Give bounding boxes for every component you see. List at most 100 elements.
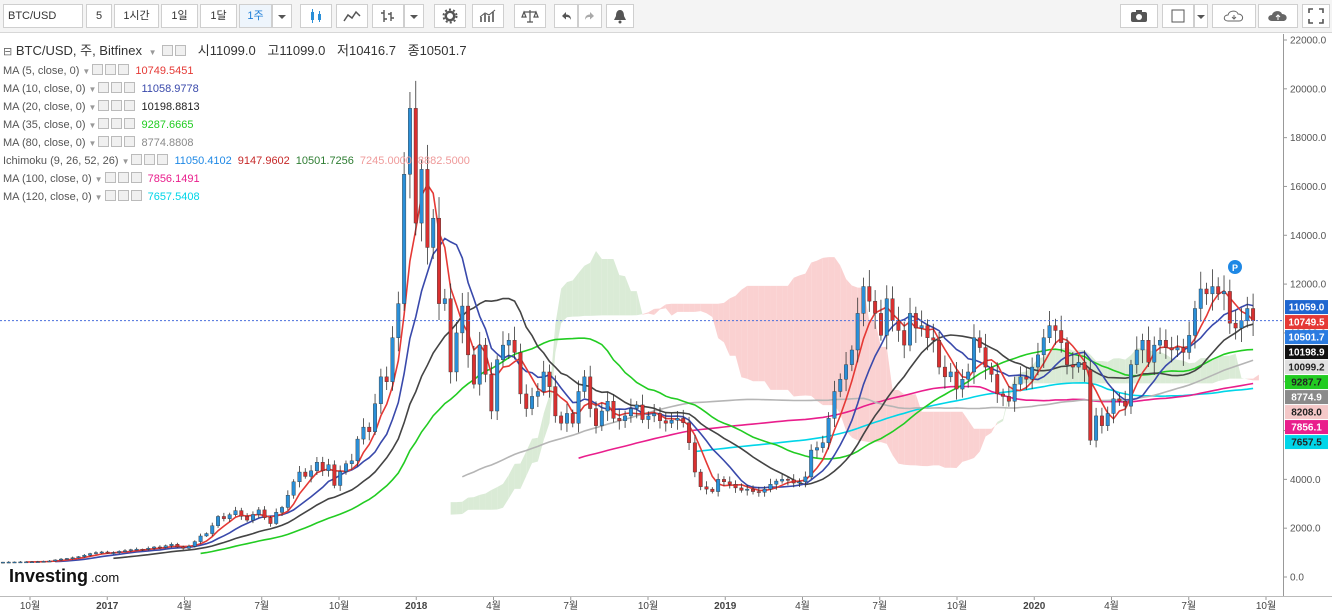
fullscreen-style-button[interactable] (1162, 4, 1194, 28)
interval-1m[interactable]: 1달 (200, 4, 237, 28)
collapse-icon[interactable]: ⊟ (3, 46, 13, 58)
close-icon[interactable] (130, 190, 142, 201)
close-icon[interactable] (130, 172, 142, 183)
settings-icon[interactable] (117, 190, 129, 201)
close-value: 10501.7 (419, 43, 467, 58)
redo-button[interactable] (578, 4, 602, 28)
settings-icon[interactable] (111, 100, 123, 111)
price-chart[interactable]: 0.02000.04000.06000.08000.010000.012000.… (0, 34, 1332, 615)
candle-body (64, 558, 69, 560)
bars-style-button[interactable] (372, 4, 404, 28)
settings-icon[interactable] (111, 118, 123, 129)
chevron-down-icon[interactable]: ▼ (88, 85, 97, 94)
close-icon[interactable] (157, 154, 169, 165)
candle-body (1239, 320, 1244, 329)
candle-body (541, 371, 546, 392)
save-layout-button[interactable] (1258, 4, 1298, 28)
candle (314, 457, 319, 475)
candle (53, 559, 58, 562)
settings-icon[interactable] (117, 172, 129, 183)
line-style-button[interactable] (336, 4, 368, 28)
chevron-down-icon[interactable]: ▼ (88, 139, 97, 148)
candle-body (82, 555, 87, 557)
interval-1d[interactable]: 1일 (161, 4, 198, 28)
chevron-down-icon (278, 15, 286, 19)
eye-icon[interactable] (98, 82, 110, 93)
indicators-button[interactable] (472, 4, 504, 28)
candle-body (99, 551, 104, 554)
y-tick-label: 22000.0 (1290, 36, 1327, 47)
candle (716, 473, 721, 497)
eye-icon[interactable] (104, 190, 116, 201)
close-icon[interactable] (124, 100, 136, 111)
candle (530, 387, 534, 416)
settings-icon[interactable] (105, 64, 117, 75)
x-tick-label: 10월 (1256, 600, 1276, 612)
chevron-down-icon[interactable]: ▼ (88, 103, 97, 112)
candle-body (419, 169, 424, 224)
chevron-down-icon[interactable]: ▼ (148, 48, 157, 57)
eye-icon[interactable] (98, 136, 110, 147)
settings-icon[interactable] (144, 154, 156, 165)
interval-dropdown[interactable] (272, 4, 292, 28)
eye-icon[interactable] (104, 172, 116, 183)
eye-icon[interactable] (162, 45, 174, 56)
indicator-value: 8882.5000 (417, 155, 470, 167)
load-layout-button[interactable] (1212, 4, 1256, 28)
interval-5[interactable]: 5 (86, 4, 112, 28)
cloud-segment (485, 489, 492, 510)
chevron-down-icon[interactable]: ▼ (121, 157, 130, 166)
candle (506, 333, 511, 360)
undo-button[interactable] (554, 4, 578, 28)
cloud-segment (776, 285, 783, 390)
candle-body (710, 488, 715, 492)
cloud-download-icon (1223, 10, 1244, 22)
cloud-segment (723, 298, 730, 356)
compare-button[interactable] (514, 4, 546, 28)
close-icon[interactable] (124, 118, 136, 129)
eye-icon[interactable] (131, 154, 143, 165)
interval-1h[interactable]: 1시간 (114, 4, 159, 28)
symbol-input[interactable]: BTC/USD (3, 4, 83, 28)
alert-button[interactable] (606, 4, 634, 28)
chevron-down-icon[interactable]: ▼ (94, 175, 103, 184)
chevron-down-icon (1197, 15, 1205, 19)
interval-1w[interactable]: 1주 (239, 4, 272, 28)
candle (454, 322, 459, 382)
expand-button[interactable] (1302, 4, 1330, 28)
chart-style-dropdown[interactable] (404, 4, 424, 28)
candle (146, 546, 151, 551)
settings-icon[interactable] (111, 136, 123, 147)
snapshot-button[interactable] (1120, 4, 1158, 28)
eye-icon[interactable] (98, 118, 110, 129)
eye-icon[interactable] (92, 64, 104, 75)
candle-body (617, 418, 622, 421)
candle (413, 80, 418, 236)
chevron-down-icon[interactable]: ▼ (88, 121, 97, 130)
candle (419, 159, 424, 242)
settings-icon[interactable] (175, 45, 187, 56)
candle (111, 551, 116, 555)
indicator-value: 9287.6665 (141, 119, 194, 131)
cloud-segment (1229, 353, 1236, 379)
close-icon[interactable] (124, 136, 136, 147)
chevron-down-icon[interactable]: ▼ (82, 67, 91, 76)
style-dropdown[interactable] (1194, 4, 1208, 28)
chevron-down-icon[interactable]: ▼ (94, 193, 103, 202)
candle (588, 365, 593, 418)
ma-80-line (461, 359, 1254, 478)
candle-body (18, 561, 23, 564)
close-icon[interactable] (124, 82, 136, 93)
settings-button[interactable] (434, 4, 466, 28)
settings-icon[interactable] (111, 82, 123, 93)
close-icon[interactable] (118, 64, 130, 75)
pivot-marker[interactable]: P (1228, 260, 1242, 274)
eye-icon[interactable] (98, 100, 110, 111)
candle-body (163, 545, 168, 548)
candle-body (268, 517, 273, 524)
candle-body (198, 535, 203, 542)
cloud-segment (880, 346, 887, 444)
candle-style-button[interactable] (300, 4, 332, 28)
price-tag-label: 11059.0 (1289, 303, 1325, 314)
candle (1175, 335, 1180, 358)
